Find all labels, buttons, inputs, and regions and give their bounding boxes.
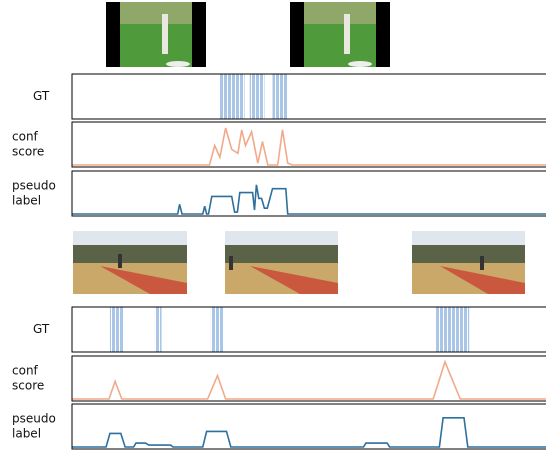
row-label: conf: [12, 364, 39, 378]
gt-interval: [154, 307, 162, 352]
pseudo-curve: [72, 417, 546, 448]
gt-interval: [210, 307, 224, 352]
gt-interval: [109, 307, 124, 352]
row-label: score: [12, 145, 44, 159]
gt-interval: [272, 74, 288, 119]
row-label: GT: [33, 89, 50, 103]
row-label: pseudo: [12, 179, 56, 193]
plot-frame: [71, 355, 546, 402]
video-frame: [412, 231, 525, 294]
row-label: label: [12, 194, 41, 208]
video-frame: [290, 2, 390, 67]
video-frame: [106, 2, 206, 67]
plot-frame: [71, 306, 546, 353]
gt-interval: [436, 307, 470, 352]
conf-curve: [72, 127, 546, 166]
row-label: conf: [12, 130, 39, 144]
row-label: label: [12, 427, 41, 441]
conf-curve: [72, 359, 546, 400]
gt-interval: [219, 74, 245, 119]
video-frame: [225, 231, 338, 294]
plot-frame: [71, 73, 546, 120]
plot-frame: [71, 170, 546, 217]
video-frame: [73, 231, 187, 294]
gt-interval: [249, 74, 265, 119]
row-label: pseudo: [12, 412, 56, 426]
plot-frame: [71, 403, 546, 450]
pseudo-curve: [72, 184, 546, 215]
row-label: GT: [33, 322, 50, 336]
plot-frame: [71, 121, 546, 168]
row-label: score: [12, 379, 44, 393]
